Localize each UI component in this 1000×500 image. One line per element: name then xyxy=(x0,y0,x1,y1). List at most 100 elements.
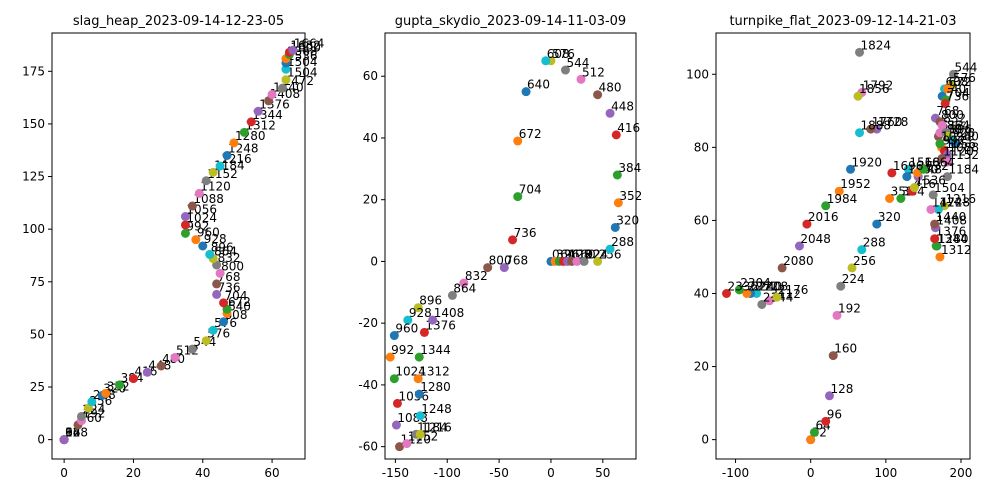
data-point xyxy=(187,344,197,354)
x-tick-label: 20 xyxy=(126,466,141,480)
data-point xyxy=(215,161,225,171)
point-label: 1088 xyxy=(948,141,979,155)
point-label: 448 xyxy=(611,99,634,113)
data-point xyxy=(836,281,846,291)
data-point xyxy=(930,234,940,244)
data-point xyxy=(940,99,950,109)
x-tick-label: -100 xyxy=(434,466,461,480)
point-label: 1152 xyxy=(948,148,979,162)
point-label: 736 xyxy=(218,280,241,294)
point-label: 928 xyxy=(204,232,227,246)
data-point xyxy=(902,172,912,182)
data-point xyxy=(156,361,166,371)
point-label: 672 xyxy=(519,127,542,141)
data-point xyxy=(59,435,69,445)
point-label: 1312 xyxy=(941,243,972,257)
point-label: 96 xyxy=(827,407,842,421)
point-label: 1472 xyxy=(932,195,963,209)
point-label: 896 xyxy=(949,122,972,136)
point-label: 608 xyxy=(945,75,968,89)
y-tick-label: 50 xyxy=(30,327,45,341)
point-label: 1952 xyxy=(840,177,871,191)
data-point xyxy=(413,303,423,313)
point-label: 1568 xyxy=(909,155,940,169)
data-point xyxy=(508,235,518,245)
point-label: 992 xyxy=(942,133,965,147)
data-point xyxy=(415,429,425,439)
point-label: 640 xyxy=(228,299,251,313)
point-label: 672 xyxy=(228,295,251,309)
data-point xyxy=(918,164,928,174)
point-label: 384 xyxy=(618,161,641,175)
point-label: 224 xyxy=(585,247,608,261)
point-label: 2336 xyxy=(728,279,759,293)
data-point xyxy=(253,106,263,116)
point-label: 0 xyxy=(65,426,73,440)
point-label: 992 xyxy=(391,343,414,357)
point-label: 128 xyxy=(830,382,853,396)
y-tick-label: 40 xyxy=(694,286,709,300)
point-label: 928 xyxy=(409,306,432,320)
data-point xyxy=(942,172,952,182)
point-label: 928 xyxy=(952,126,975,140)
point-label: 2272 xyxy=(748,279,779,293)
data-point xyxy=(821,201,831,211)
data-point xyxy=(734,285,744,295)
data-point xyxy=(764,296,774,306)
point-label: 1856 xyxy=(859,82,890,96)
data-point xyxy=(896,194,906,204)
point-label: 992 xyxy=(186,219,209,233)
data-point xyxy=(794,241,804,251)
data-point xyxy=(885,194,895,204)
scatter-points: 0326496128160192224256288320352384416448… xyxy=(385,47,642,452)
data-point xyxy=(246,117,256,127)
y-tick-label: 0 xyxy=(37,433,45,447)
point-label: 960 xyxy=(395,322,418,336)
point-label: 1632 xyxy=(290,38,321,52)
data-point xyxy=(903,164,913,174)
point-label: 2208 xyxy=(758,279,789,293)
data-point xyxy=(180,212,190,222)
data-point xyxy=(847,263,857,273)
data-point xyxy=(402,439,412,449)
data-point xyxy=(212,279,222,289)
x-tick-label: 0 xyxy=(547,466,555,480)
data-point xyxy=(447,290,457,300)
data-point xyxy=(824,391,834,401)
point-label: 1120 xyxy=(943,144,974,158)
point-label: 896 xyxy=(211,240,234,254)
data-point xyxy=(560,65,570,75)
point-label: 960 xyxy=(956,130,979,144)
data-point xyxy=(853,91,863,101)
point-label: 1408 xyxy=(434,306,465,320)
data-point xyxy=(201,336,211,346)
point-label: 1664 xyxy=(294,36,325,50)
data-point xyxy=(931,241,941,251)
x-tick-label: 0 xyxy=(60,466,68,480)
point-label: 352 xyxy=(891,185,914,199)
y-tick-label: 80 xyxy=(694,140,709,154)
point-label: 1216 xyxy=(945,192,976,206)
data-point xyxy=(610,222,620,232)
point-label: 768 xyxy=(936,104,959,118)
x-tick-label: -100 xyxy=(722,466,749,480)
point-label: 768 xyxy=(505,254,528,268)
data-point xyxy=(777,263,787,273)
point-label: 608 xyxy=(547,47,570,61)
data-point xyxy=(909,183,919,193)
data-point xyxy=(809,427,819,437)
point-label: 256 xyxy=(599,247,622,261)
data-point xyxy=(419,327,429,337)
data-point xyxy=(802,219,812,229)
data-point xyxy=(605,244,615,254)
data-point xyxy=(579,256,589,266)
point-label: 128 xyxy=(65,426,88,440)
data-point xyxy=(948,69,958,79)
point-label: 1728 xyxy=(878,115,909,129)
data-point xyxy=(935,139,945,149)
data-point xyxy=(205,249,215,259)
point-label: 320 xyxy=(878,210,901,224)
scatter-points: 0326496128160192224256288320352384416448… xyxy=(722,38,979,445)
data-point xyxy=(855,128,865,138)
